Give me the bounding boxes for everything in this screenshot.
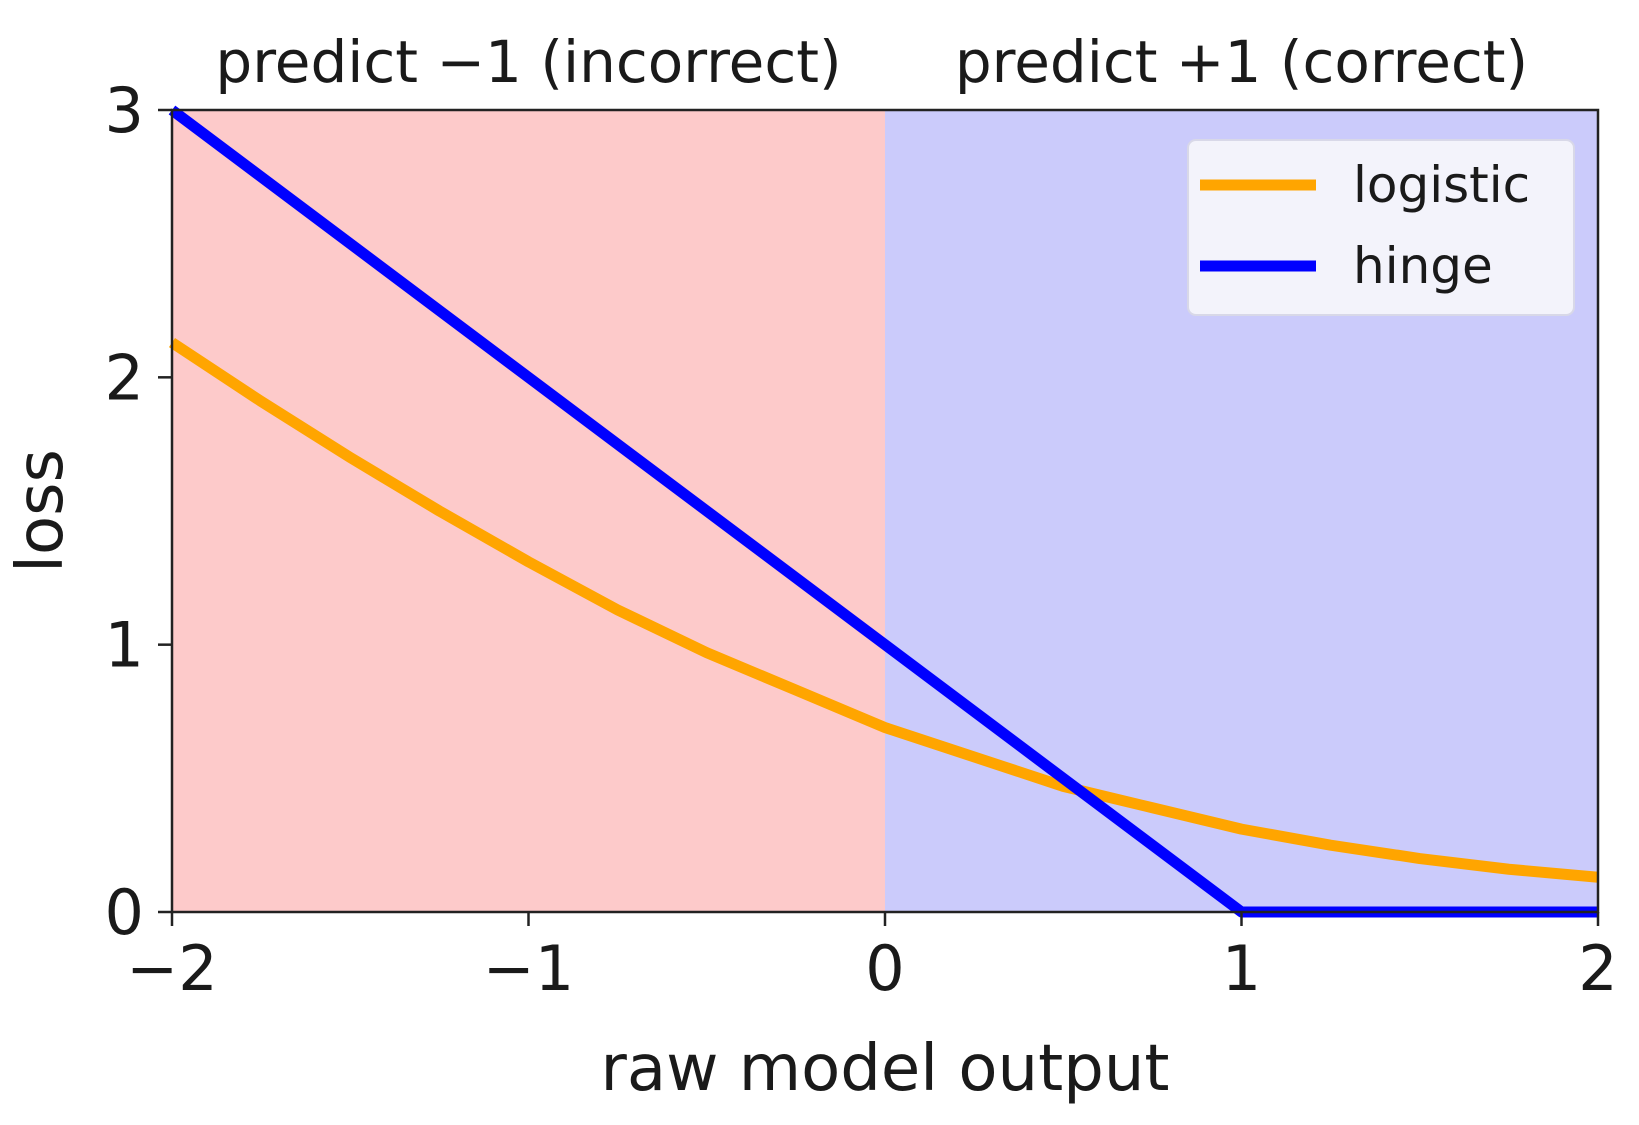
x-axis-label: raw model output <box>601 1032 1170 1106</box>
y-tick-label: 1 <box>105 609 144 682</box>
x-axis-ticks: −2 −1 0 1 2 <box>126 912 1618 1005</box>
x-tick-label: 1 <box>1222 932 1261 1005</box>
region-label-0: predict −1 (incorrect) <box>215 28 841 96</box>
series-logistic-line <box>168 337 1599 883</box>
x-tick-label: 0 <box>865 932 904 1005</box>
region-0 <box>172 110 885 912</box>
y-tick-label: 2 <box>105 341 144 414</box>
x-tick-label: −2 <box>126 932 217 1005</box>
legend-label-logistic: logistic <box>1353 156 1530 214</box>
y-axis-ticks: 0 1 2 3 <box>105 74 172 949</box>
x-tick-label: −1 <box>483 932 574 1005</box>
legend: logistic hinge <box>1187 139 1575 316</box>
region-label-1: predict +1 (correct) <box>955 28 1528 96</box>
y-tick-label: 3 <box>105 74 144 147</box>
y-axis-label: loss <box>4 449 78 573</box>
legend-label-hinge: hinge <box>1353 237 1493 295</box>
y-tick-label: 0 <box>105 876 144 949</box>
x-tick-label: 2 <box>1578 932 1617 1005</box>
region-labels: predict −1 (incorrect) predict +1 (correc… <box>215 28 1528 96</box>
